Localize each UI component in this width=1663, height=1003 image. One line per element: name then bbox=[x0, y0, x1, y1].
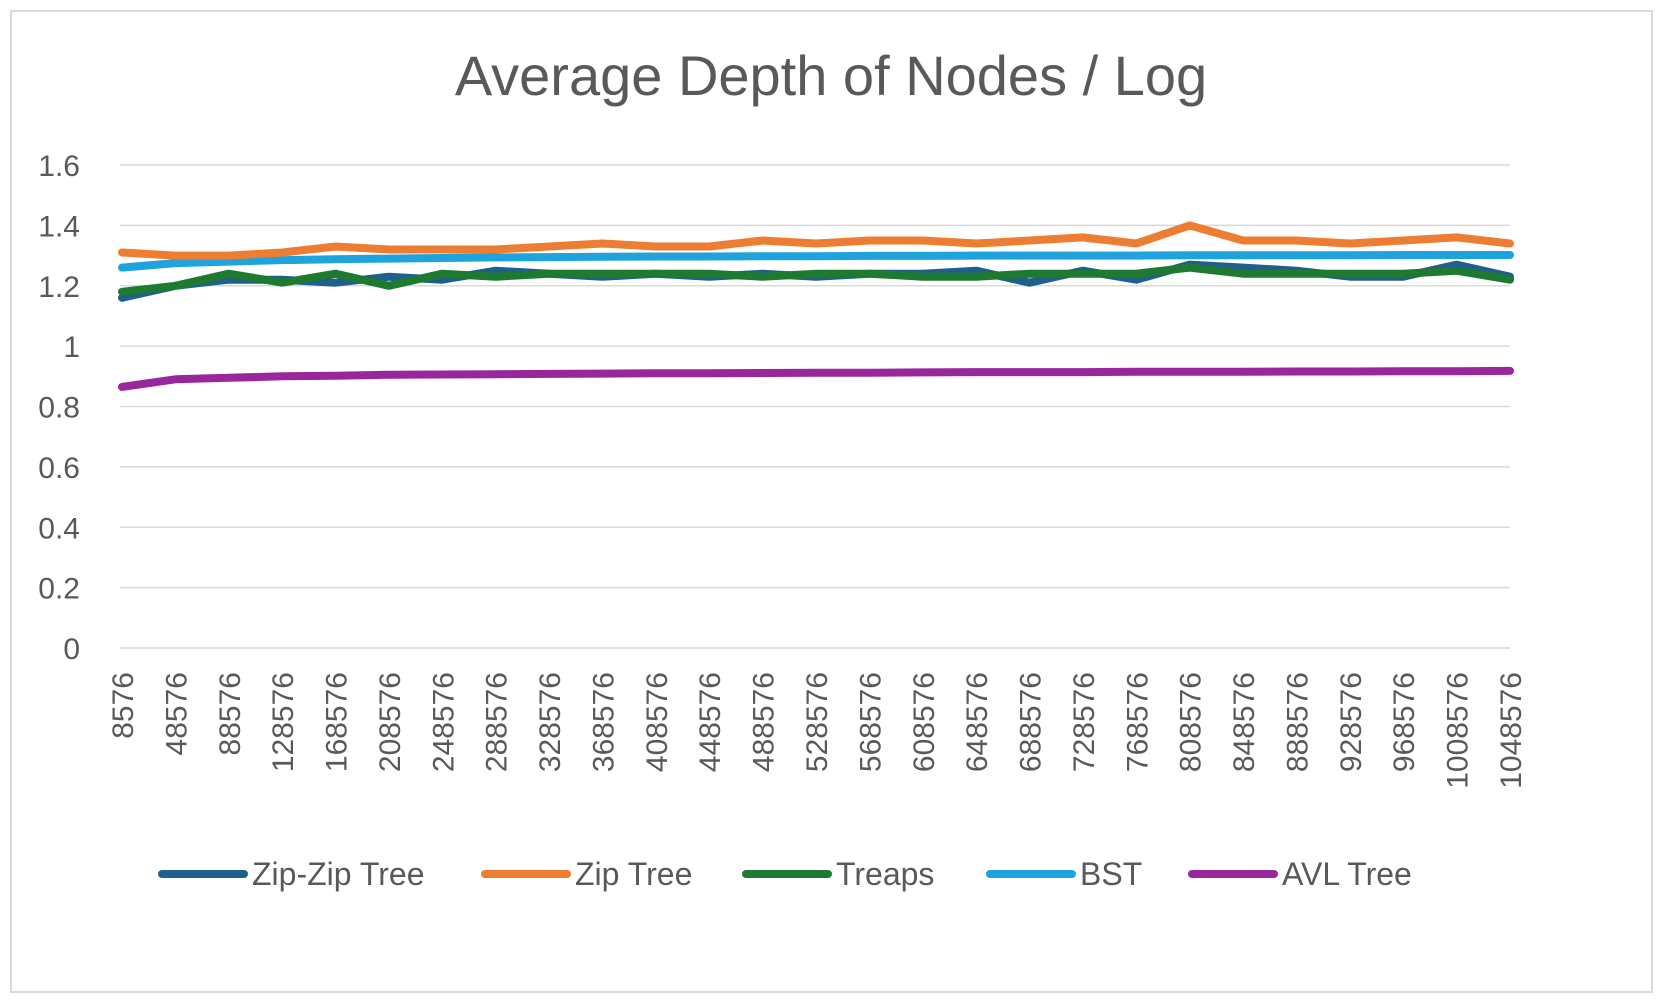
series-line-bst bbox=[118, 251, 1514, 272]
legend-label: Zip Tree bbox=[575, 856, 692, 892]
x-tick-label: 648576 bbox=[961, 672, 994, 772]
x-tick-label: 208576 bbox=[374, 672, 407, 772]
x-tick-label: 168576 bbox=[321, 672, 354, 772]
legend-label: BST bbox=[1080, 856, 1142, 892]
x-tick-label: 608576 bbox=[908, 672, 941, 772]
legend-label: Zip-Zip Tree bbox=[252, 856, 424, 892]
x-tick-label: 288576 bbox=[481, 672, 514, 772]
y-tick-label: 1.2 bbox=[38, 271, 80, 304]
x-tick-label: 568576 bbox=[854, 672, 887, 772]
x-tick-label: 248576 bbox=[427, 672, 460, 772]
x-tick-label: 528576 bbox=[801, 672, 834, 772]
x-tick-label: 1008576 bbox=[1442, 672, 1475, 789]
x-tick-label: 488576 bbox=[748, 672, 781, 772]
x-tick-label: 688576 bbox=[1015, 672, 1048, 772]
x-tick-label: 88576 bbox=[214, 672, 247, 755]
legend-label: AVL Tree bbox=[1282, 856, 1412, 892]
y-tick-label: 0.6 bbox=[38, 452, 80, 485]
legend-label: Treaps bbox=[836, 856, 934, 892]
x-tick-label: 328576 bbox=[534, 672, 567, 772]
x-tick-label: 808576 bbox=[1175, 672, 1208, 772]
x-tick-label: 968576 bbox=[1388, 672, 1421, 772]
y-tick-label: 1.4 bbox=[38, 210, 80, 243]
legend: Zip-Zip Tree Zip Tree Treaps BST AVL Tree bbox=[158, 856, 1412, 892]
gridlines bbox=[120, 164, 1510, 649]
y-tick-label: 0 bbox=[63, 633, 80, 666]
x-tick-label: 368576 bbox=[587, 672, 620, 772]
y-tick-label: 0.8 bbox=[38, 392, 80, 425]
chart-frame bbox=[10, 10, 1653, 993]
x-tick-label: 888576 bbox=[1281, 672, 1314, 772]
x-tick-label: 128576 bbox=[267, 672, 300, 772]
series-line-zip-zip-tree bbox=[118, 260, 1514, 302]
x-tick-label: 1048576 bbox=[1495, 672, 1528, 789]
chart-title: Average Depth of Nodes / Log bbox=[455, 44, 1207, 107]
x-tick-label: 848576 bbox=[1228, 672, 1261, 772]
y-tick-label: 1.6 bbox=[38, 150, 80, 183]
y-tick-label: 0.4 bbox=[38, 512, 80, 545]
x-tick-label: 768576 bbox=[1121, 672, 1154, 772]
series-line-avl-tree bbox=[118, 366, 1514, 391]
series-line-treaps bbox=[118, 263, 1514, 296]
x-tick-label: 8576 bbox=[107, 672, 140, 739]
x-tick-label: 408576 bbox=[641, 672, 674, 772]
x-tick-label: 928576 bbox=[1335, 672, 1368, 772]
x-tick-label: 728576 bbox=[1068, 672, 1101, 772]
series-lines bbox=[118, 221, 1514, 391]
x-axis-ticks: 8576 48576 88576 128576 168576 208576 248576 28… bbox=[107, 672, 1528, 789]
x-tick-label: 48576 bbox=[160, 672, 193, 755]
y-axis-ticks: 0 0.2 0.4 0.6 0.8 1 1.2 1.4 1.6 bbox=[38, 150, 80, 666]
series-line-zip-tree bbox=[118, 221, 1514, 260]
y-tick-label: 0.2 bbox=[38, 573, 80, 606]
y-tick-label: 1 bbox=[63, 331, 80, 364]
x-tick-label: 448576 bbox=[694, 672, 727, 772]
